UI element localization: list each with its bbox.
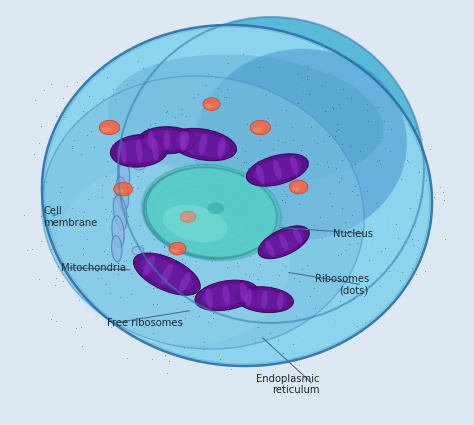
Ellipse shape (146, 167, 277, 258)
Ellipse shape (205, 289, 213, 309)
Ellipse shape (110, 149, 122, 157)
Ellipse shape (195, 280, 258, 311)
Ellipse shape (236, 287, 293, 312)
Ellipse shape (273, 160, 282, 180)
Ellipse shape (148, 131, 154, 150)
Text: Endoplasmic
reticulum: Endoplasmic reticulum (256, 374, 320, 395)
Ellipse shape (279, 234, 288, 250)
Ellipse shape (261, 291, 268, 309)
Ellipse shape (163, 205, 228, 243)
Ellipse shape (253, 158, 302, 182)
Ellipse shape (199, 134, 207, 155)
Ellipse shape (222, 286, 230, 305)
Ellipse shape (136, 139, 143, 162)
Ellipse shape (253, 127, 262, 132)
Ellipse shape (140, 258, 193, 291)
Ellipse shape (277, 292, 284, 310)
Ellipse shape (112, 216, 124, 247)
Text: Ribosomes
(dots): Ribosomes (dots) (315, 274, 369, 295)
Ellipse shape (114, 182, 132, 196)
Ellipse shape (42, 76, 364, 349)
Ellipse shape (143, 255, 155, 276)
Ellipse shape (108, 54, 383, 184)
Ellipse shape (171, 248, 179, 253)
Ellipse shape (110, 135, 168, 167)
Ellipse shape (182, 216, 189, 220)
Ellipse shape (120, 141, 127, 164)
Ellipse shape (169, 242, 186, 255)
Ellipse shape (152, 138, 158, 161)
Ellipse shape (164, 131, 170, 150)
Text: Nucleus: Nucleus (333, 229, 373, 239)
Ellipse shape (194, 49, 407, 240)
Ellipse shape (111, 235, 122, 262)
Ellipse shape (176, 132, 230, 157)
Ellipse shape (258, 226, 310, 259)
Ellipse shape (138, 127, 196, 154)
Ellipse shape (116, 189, 125, 193)
Text: Mitochondria: Mitochondria (61, 263, 126, 273)
Text: Free ribosomes: Free ribosomes (108, 318, 183, 328)
Ellipse shape (250, 120, 271, 135)
Ellipse shape (264, 230, 304, 255)
Ellipse shape (180, 131, 186, 150)
Ellipse shape (99, 120, 120, 135)
Ellipse shape (181, 211, 196, 222)
Ellipse shape (169, 128, 237, 161)
Ellipse shape (207, 202, 224, 214)
Ellipse shape (133, 253, 201, 295)
Ellipse shape (102, 127, 111, 132)
Ellipse shape (203, 98, 220, 110)
Ellipse shape (132, 246, 144, 255)
Ellipse shape (217, 137, 226, 159)
Ellipse shape (205, 104, 213, 108)
Ellipse shape (161, 264, 173, 284)
Ellipse shape (57, 164, 289, 346)
Ellipse shape (133, 162, 145, 170)
Ellipse shape (289, 180, 308, 194)
Ellipse shape (242, 290, 288, 309)
Ellipse shape (42, 25, 432, 366)
Ellipse shape (293, 228, 302, 244)
Ellipse shape (246, 289, 252, 307)
Ellipse shape (290, 156, 299, 175)
Ellipse shape (144, 130, 190, 150)
Ellipse shape (181, 130, 189, 152)
Ellipse shape (116, 139, 162, 163)
Text: Cell
membrane: Cell membrane (44, 206, 98, 227)
Ellipse shape (292, 187, 300, 191)
Ellipse shape (118, 17, 424, 323)
Ellipse shape (116, 177, 128, 210)
Ellipse shape (141, 164, 283, 261)
Ellipse shape (256, 165, 264, 184)
Ellipse shape (246, 154, 309, 186)
Ellipse shape (240, 282, 247, 302)
Ellipse shape (265, 241, 274, 257)
Ellipse shape (179, 272, 191, 293)
Ellipse shape (119, 161, 130, 188)
Ellipse shape (201, 284, 252, 307)
Ellipse shape (113, 195, 127, 230)
